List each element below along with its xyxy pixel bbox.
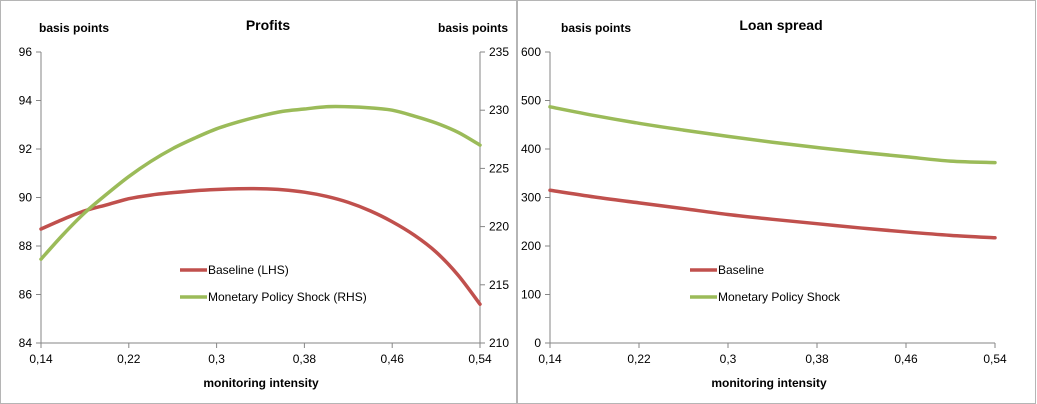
loan-spread-y-tick-label: 200: [521, 239, 541, 253]
loan-spread-x-tick-label: 0,46: [894, 352, 918, 366]
loan-spread-y-tick-label: 100: [521, 288, 541, 302]
loan-spread-y-tick-label: 500: [521, 94, 541, 108]
profits-left-unit-label: basis points: [39, 21, 109, 35]
loan-spread-y-tick-label: 300: [521, 191, 541, 205]
loan-spread-x-tick-label: 0,54: [983, 352, 1007, 366]
loan-spread-legend-label-baseline: Baseline: [718, 263, 764, 277]
profits-right-unit-label: basis points: [438, 21, 508, 35]
profits-y-right-tick-label: 235: [489, 45, 509, 59]
profits-y-tick-label: 84: [19, 336, 33, 350]
profits-series-baseline-lhs: [39, 186, 482, 306]
loan-spread-y-tick-label: 600: [521, 45, 541, 59]
loan-spread-x-tick-label: 0,3: [720, 352, 737, 366]
profits-x-tick-label: 0,14: [29, 352, 53, 366]
loan-spread-legend-label-monetary-policy-shock: Monetary Policy Shock: [718, 290, 841, 304]
loan-spread-axes: 0 100 200 300 400 500 600 0,14 0,22 0,3 0,38 0,46 0,…: [521, 45, 1007, 366]
profits-y-tick-label: 96: [19, 45, 33, 59]
loan-spread-series: [548, 105, 997, 240]
loan-spread-x-tick-label: 0,38: [805, 352, 829, 366]
loan-spread-panel: Loan spread basis points monitoring inte…: [517, 0, 1036, 404]
loan-spread-x-tick-label: 0,22: [627, 352, 651, 366]
loan-spread-series-monetary-policy-shock: [548, 105, 997, 165]
loan-spread-unit-label: basis points: [561, 21, 631, 35]
loan-spread-x-axis-title: monitoring intensity: [711, 376, 827, 390]
profits-y-right-tick-label: 230: [489, 103, 509, 117]
profits-legend-label-monetary-policy-shock-rhs: Monetary Policy Shock (RHS): [208, 290, 367, 304]
profits-legend: Baseline (LHS) Monetary Policy Shock (RHS…: [180, 263, 367, 304]
profits-y-right-tick-label: 210: [489, 336, 509, 350]
profits-x-tick-label: 0,22: [117, 352, 141, 366]
loan-spread-x-tick-label: 0,14: [538, 352, 562, 366]
profits-x-tick-label: 0,54: [468, 352, 492, 366]
profits-y-tick-label: 92: [19, 142, 33, 156]
profits-chart-title: Profits: [246, 17, 291, 33]
profits-x-axis-title: monitoring intensity: [203, 376, 319, 390]
loan-spread-y-tick-label: 400: [521, 142, 541, 156]
profits-x-tick-label: 0,46: [381, 352, 405, 366]
profits-panel: Profits basis points basis points monito…: [0, 0, 517, 404]
profits-y-tick-label: 90: [19, 191, 33, 205]
loan-spread-y-tick-label: 0: [534, 336, 541, 350]
profits-y-tick-label: 86: [19, 288, 33, 302]
profits-y-tick-label: 88: [19, 239, 33, 253]
profits-y-right-tick-label: 215: [489, 278, 509, 292]
loan-spread-legend: Baseline Monetary Policy Shock: [690, 263, 841, 304]
profits-y-right-tick-label: 225: [489, 161, 509, 175]
profits-x-tick-label: 0,3: [208, 352, 225, 366]
loan-spread-series-baseline: [548, 188, 997, 240]
profits-y-tick-label: 94: [19, 94, 33, 108]
profits-legend-label-baseline-lhs: Baseline (LHS): [208, 263, 289, 277]
profits-series: [39, 104, 482, 306]
profits-x-tick-label: 0,38: [293, 352, 317, 366]
profits-axes: 84 86 88 90 92 94 96 210 215 220 225 230 235 0,14 0,22…: [19, 45, 510, 366]
profits-y-right-tick-label: 220: [489, 220, 509, 234]
profits-series-monetary-policy-shock-rhs: [39, 104, 482, 261]
loan-spread-chart-title: Loan spread: [739, 17, 822, 33]
